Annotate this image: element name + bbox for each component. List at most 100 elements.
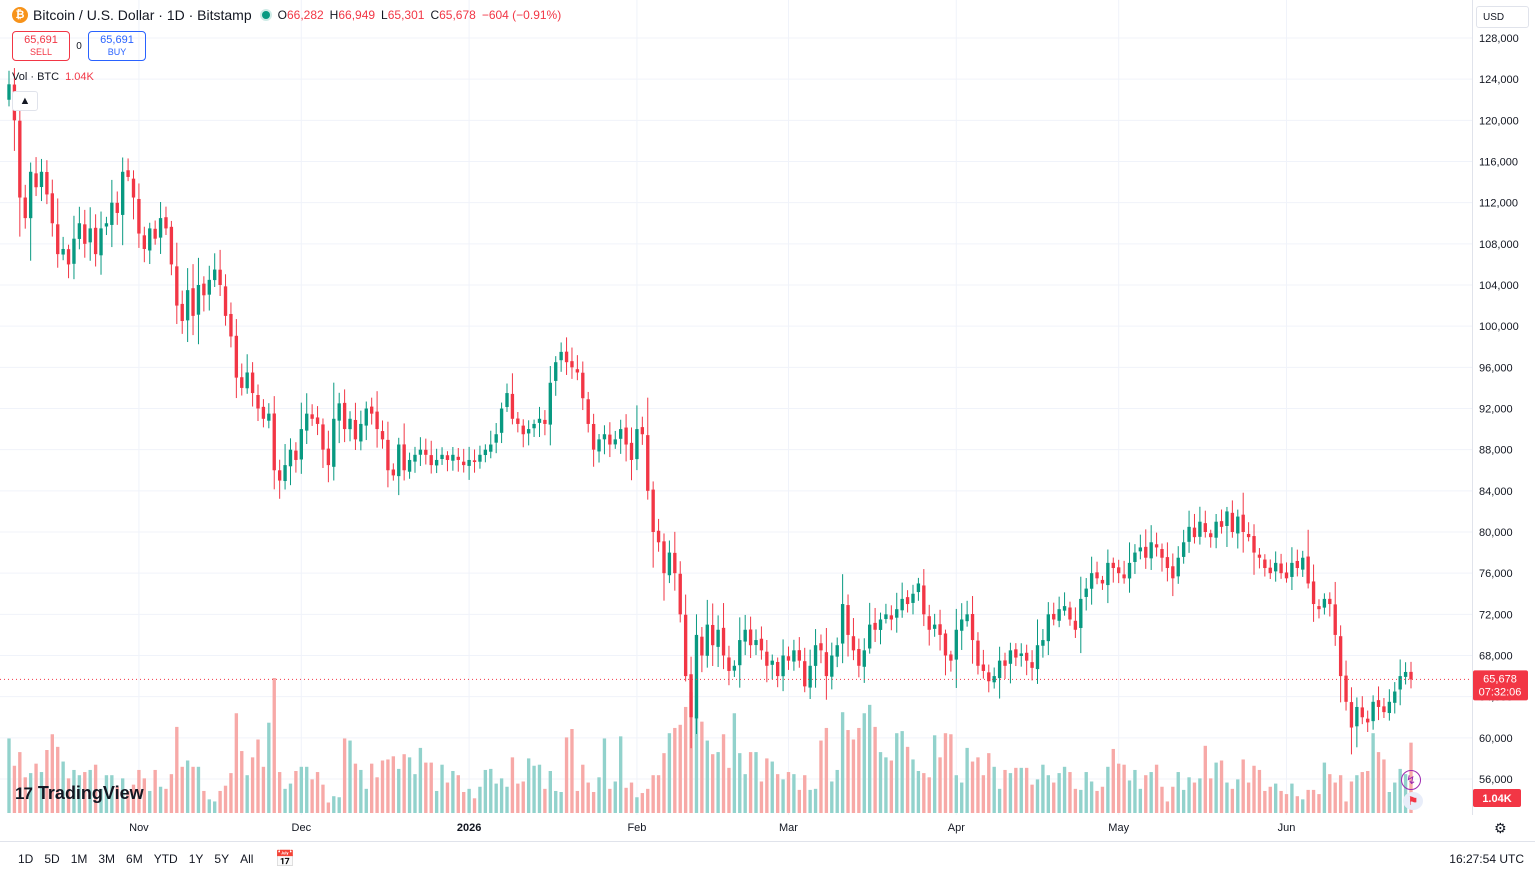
- volume-bar: [868, 704, 872, 813]
- price-tick-label: 96,000: [1479, 362, 1513, 374]
- price-axis[interactable]: 56,00060,00064,00068,00072,00076,00080,0…: [1472, 0, 1535, 815]
- range-1y[interactable]: 1Y: [188, 852, 204, 866]
- symbol-title[interactable]: Bitcoin / U.S. Dollar · 1D · Bitstamp: [33, 7, 252, 23]
- volume-bar: [1263, 790, 1267, 813]
- candle-body: [72, 238, 76, 264]
- ohlc-open: O66,282: [277, 8, 324, 22]
- volume-bar: [1024, 767, 1029, 813]
- candle-body: [445, 455, 450, 460]
- volume-bar: [700, 721, 704, 813]
- volume-bar: [180, 766, 184, 813]
- time-axis[interactable]: Nov Dec 2026 Feb Mar Apr May Jun: [0, 815, 1472, 841]
- volume-bar: [321, 784, 325, 813]
- volume-bar: [277, 772, 282, 813]
- range-5y[interactable]: 5Y: [214, 852, 230, 866]
- volume-label: Vol · BTC: [12, 71, 60, 83]
- utc-clock[interactable]: 16:27:54 UTC: [1449, 852, 1524, 866]
- range-6m[interactable]: 6M: [126, 852, 143, 866]
- candle-body: [196, 285, 201, 315]
- volume-bar: [391, 756, 396, 813]
- candle-body: [586, 399, 590, 424]
- volume-bar: [1387, 792, 1392, 813]
- volume-bar: [900, 731, 904, 813]
- collapse-legend-button[interactable]: ▲: [12, 91, 38, 111]
- buy-button[interactable]: 65,691 BUY: [88, 31, 146, 61]
- volume-bar: [310, 779, 314, 813]
- volume-bar: [467, 788, 471, 813]
- candle-body: [1052, 613, 1056, 620]
- volume-bar: [359, 769, 363, 813]
- bitcoin-logo-icon: ₿: [12, 7, 28, 23]
- volume-bar: [1360, 772, 1364, 813]
- volume-bar: [434, 790, 439, 813]
- candle-body: [364, 408, 368, 426]
- currency-selector[interactable]: USD: [1476, 6, 1529, 28]
- volume-bar: [120, 778, 125, 813]
- candle-body: [110, 202, 114, 225]
- candle-body: [1284, 572, 1289, 579]
- volume-bar: [104, 775, 109, 813]
- candle-body: [981, 664, 986, 671]
- candle-body: [1095, 572, 1099, 579]
- candle-body: [1079, 598, 1083, 628]
- candle-body: [786, 656, 791, 661]
- candle-body: [169, 226, 174, 265]
- lightning-icon[interactable]: ↯: [1401, 770, 1421, 790]
- range-3m[interactable]: 3M: [98, 852, 116, 866]
- candle-body: [164, 217, 168, 229]
- candle-body: [1409, 671, 1413, 680]
- candle-body: [39, 171, 44, 188]
- volume-bar: [624, 787, 628, 813]
- range-1d[interactable]: 1D: [18, 852, 34, 866]
- candle-body: [613, 439, 617, 445]
- volume-bar: [250, 757, 255, 813]
- volume-bar: [721, 734, 726, 813]
- volume-bar: [949, 734, 953, 813]
- volume-bar: [987, 753, 991, 813]
- volume-bar: [1008, 773, 1013, 813]
- sell-button[interactable]: 65,691 SELL: [12, 31, 70, 61]
- time-tick-label: Dec: [292, 822, 312, 834]
- volume-bar: [656, 775, 661, 813]
- candle-body: [635, 429, 639, 460]
- candle-body: [28, 171, 33, 219]
- flag-icon[interactable]: ⚑: [1403, 792, 1423, 810]
- gear-icon[interactable]: ⚙: [1494, 820, 1507, 836]
- volume-bar: [342, 738, 347, 813]
- candle-body: [56, 224, 60, 255]
- candle-body: [1073, 620, 1078, 630]
- candle-body: [23, 197, 27, 219]
- volume-bar: [1133, 769, 1137, 813]
- candle-body: [305, 413, 309, 431]
- range-ytd[interactable]: YTD: [153, 852, 178, 866]
- tradingview-logo[interactable]: 17 TradingView: [15, 783, 144, 804]
- range-5d[interactable]: 5D: [44, 852, 60, 866]
- range-all[interactable]: All: [240, 852, 254, 866]
- candle-body: [223, 286, 228, 316]
- chart-pane[interactable]: [0, 0, 1472, 815]
- volume-bar: [50, 734, 54, 813]
- time-tick-label: 2026: [457, 822, 481, 834]
- candle-body: [353, 419, 358, 440]
- volume-bar: [830, 781, 834, 813]
- candle-body: [1030, 662, 1034, 668]
- volume-bar: [1214, 762, 1218, 813]
- volume-bar: [462, 792, 466, 813]
- volume-bar: [775, 774, 780, 813]
- calendar-icon[interactable]: 📅: [275, 851, 296, 868]
- candle-body: [250, 372, 255, 394]
- price-tick-label: 100,000: [1479, 321, 1519, 333]
- candle-body: [1322, 598, 1327, 608]
- volume-bar: [175, 726, 179, 813]
- volume-legend[interactable]: Vol · BTC 1.04K: [12, 71, 94, 83]
- volume-bar: [229, 773, 233, 813]
- time-tick-label: Feb: [627, 822, 646, 834]
- volume-bar: [483, 769, 488, 813]
- range-1m[interactable]: 1M: [70, 852, 88, 866]
- candlestick-chart[interactable]: [0, 0, 1472, 815]
- volume-bar: [738, 753, 742, 813]
- volume-bar: [1084, 772, 1088, 813]
- volume-bar: [1062, 766, 1067, 813]
- ohlc-close: C65,678: [430, 8, 476, 22]
- volume-bar: [1154, 764, 1159, 813]
